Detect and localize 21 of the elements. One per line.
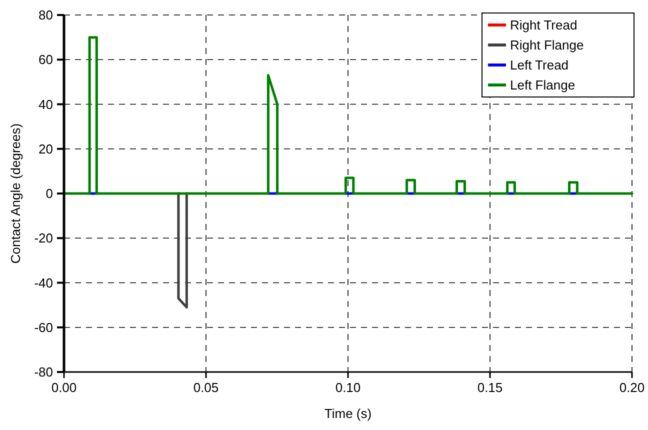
y-tick-label: -80 — [34, 364, 53, 380]
y-tick-label: -20 — [34, 230, 53, 246]
y-tick-label: 40 — [38, 96, 53, 112]
y-tick-label: 60 — [38, 52, 53, 68]
legend-label: Right Flange — [510, 38, 584, 53]
x-tick-label: 0.10 — [335, 380, 361, 395]
y-tick-label: -40 — [34, 275, 53, 290]
x-tick-label: 0.05 — [193, 380, 219, 395]
x-tick-label: 0.00 — [51, 380, 77, 395]
x-tick-label: 0.15 — [477, 380, 503, 395]
x-tick-label: 0.20 — [619, 380, 645, 395]
legend-label: Left Tread — [510, 58, 569, 73]
legend-label: Right Tread — [510, 18, 578, 33]
y-tick-label: 0 — [46, 186, 53, 202]
y-tick-label: -60 — [34, 320, 53, 335]
y-tick-label: 80 — [38, 8, 53, 23]
y-axis-title: Contact Angle (degrees) — [8, 123, 23, 264]
x-axis-title: Time (s) — [324, 406, 372, 421]
legend-label: Left Flange — [510, 78, 576, 93]
y-tick-label: 20 — [38, 141, 53, 156]
line-series — [62, 36, 634, 195]
